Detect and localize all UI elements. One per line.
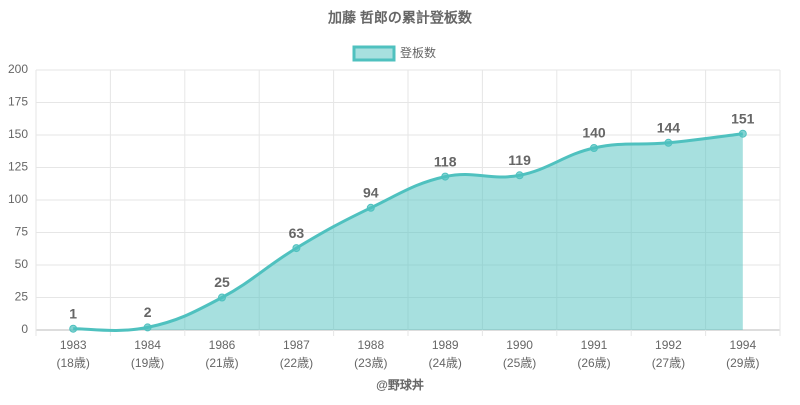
data-label: 25 [214, 274, 230, 290]
point [366, 203, 375, 212]
x-tick-label: 1984 [134, 338, 161, 352]
data-label: 119 [508, 152, 531, 168]
x-tick-sublabel: (25歳) [503, 356, 536, 370]
x-tick-sublabel: (22歳) [280, 356, 313, 370]
data-label: 94 [363, 185, 379, 201]
chart-title: 加藤 哲郎の累計登板数 [327, 10, 473, 26]
point [69, 324, 78, 333]
y-tick-label: 0 [21, 322, 28, 336]
x-tick-label: 1990 [506, 338, 533, 352]
y-tick-label: 200 [8, 62, 28, 76]
point [515, 171, 524, 180]
point [441, 172, 450, 181]
point [590, 144, 598, 152]
y-tick-label: 75 [15, 225, 29, 239]
y-tick-label: 25 [15, 290, 29, 304]
x-tick-sublabel: (26歳) [577, 356, 610, 370]
point [292, 244, 301, 253]
x-tick-label: 1991 [581, 338, 608, 352]
y-tick-label: 125 [8, 160, 28, 174]
legend-label: 登板数 [400, 45, 436, 60]
x-tick-label: 1988 [357, 338, 384, 352]
point [143, 323, 152, 332]
footer: @野球丼 [376, 377, 424, 392]
data-label: 2 [144, 304, 152, 320]
x-tick-sublabel: (21歳) [205, 356, 238, 370]
x-tick-sublabel: (24歳) [429, 356, 462, 370]
x-tick-sublabel: (19歳) [131, 356, 164, 370]
legend-swatch [352, 45, 396, 62]
data-label: 151 [731, 110, 755, 126]
x-tick-label: 1989 [432, 338, 459, 352]
x-tick-label: 1986 [209, 338, 236, 352]
data-label: 140 [582, 125, 606, 141]
point [738, 129, 747, 138]
x-tick-sublabel: (29歳) [726, 356, 759, 370]
y-tick-label: 50 [15, 257, 29, 271]
data-label: 1 [69, 305, 77, 321]
data-label: 144 [657, 120, 681, 136]
y-tick-label: 175 [8, 95, 28, 109]
point [664, 138, 673, 147]
x-tick-label: 1983 [60, 338, 87, 352]
area [73, 133, 743, 331]
y-tick-label: 100 [8, 192, 28, 206]
x-tick-sublabel: (23歳) [354, 356, 387, 370]
y-tick-label: 150 [8, 127, 28, 141]
point [218, 293, 226, 302]
x-tick-label: 1994 [729, 338, 756, 352]
data-label: 118 [434, 153, 457, 169]
data-label: 63 [289, 225, 305, 241]
x-tick-sublabel: (27歳) [652, 356, 685, 370]
line [73, 132, 743, 332]
x-tick-label: 1987 [283, 338, 310, 352]
x-tick-sublabel: (18歳) [57, 356, 90, 370]
x-tick-label: 1992 [655, 338, 682, 352]
